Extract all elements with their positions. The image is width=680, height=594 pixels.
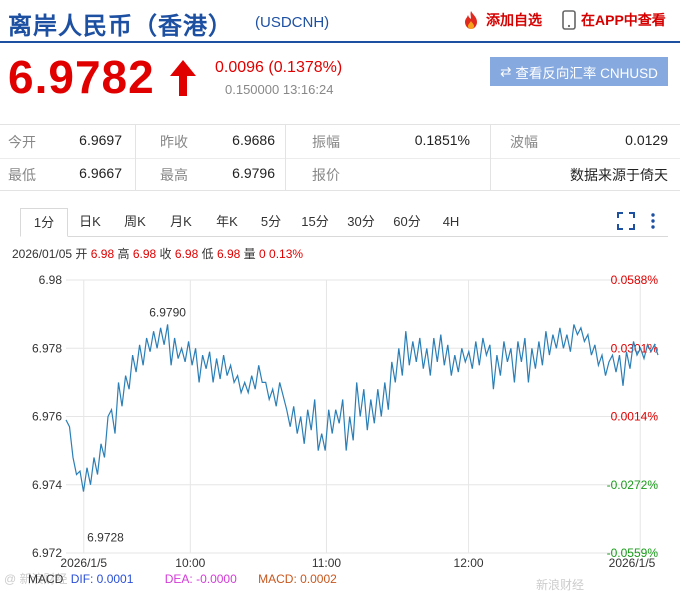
y-tick-label: 6.974 [32,478,62,492]
x-tick-label: 12:00 [454,556,484,570]
header-divider [0,41,680,43]
ohlc-volume: 0 [259,247,266,261]
flame-icon [465,11,477,29]
tab-30min[interactable]: 30分 [347,214,375,229]
ohlc-low-label: 低 [201,247,214,261]
add-favorite-label: 添加自选 [486,12,542,28]
stat-open-label: 今开 [8,134,36,150]
ohlc-high: 6.98 [132,247,157,261]
x-tick-label: 10:00 [175,556,205,570]
stat-quote-label: 报价 [312,167,340,183]
y-tick-label-right: -0.0272% [607,478,659,492]
stat-amplitude-value: 0.1851% [414,132,470,148]
stat-high-value: 6.9796 [232,165,275,181]
stats-column-divider [135,125,136,190]
stats-column-divider [285,125,286,190]
reverse-rate-button[interactable]: ⇄ 查看反向汇率 CNHUSD [490,57,668,86]
ohlc-info: 2026/01/05 开 6.98 高 6.98 收 6.98 低 6.98 量… [12,245,303,262]
chart-grid [66,279,658,554]
y-tick-label: 6.978 [32,341,62,355]
open-in-app-button[interactable]: 在APP中查看 [562,10,666,30]
data-source-text: 数据来源于倚天 [570,167,668,183]
stat-spread-label: 波幅 [510,134,538,150]
macd-dif: DIF: 0.0001 [70,572,134,586]
stat-prev-close-value: 6.9686 [232,132,275,148]
macd-dea: DEA: -0.0000 [164,572,237,586]
x-tick-label: 2026/1/5 [609,556,656,570]
tab-daily[interactable]: 日K [79,214,101,229]
stat-open-value: 6.9697 [79,132,122,148]
ohlc-high-label: 高 [117,247,130,261]
stats-divider-bottom [0,190,680,191]
up-arrow-icon [170,60,196,96]
stat-prev-close-label: 昨收 [160,134,188,150]
low-annotation: 6.9728 [87,531,124,545]
stat-low-label: 最低 [8,167,36,183]
swap-icon: ⇄ [500,63,512,79]
period-tab-bar [20,208,668,237]
bid-and-time: 0.150000 13:16:24 [225,82,334,97]
ohlc-open: 6.98 [90,247,115,261]
stat-amplitude-label: 振幅 [312,134,340,150]
tab-15min[interactable]: 15分 [301,214,329,229]
current-price: 6.9782 [8,51,155,103]
reverse-rate-label: 查看反向汇率 CNHUSD [515,65,658,81]
symbol-code: (USDCNH) [255,14,330,31]
tab-weekly[interactable]: 周K [124,214,146,229]
y-tick-label: 6.972 [32,546,62,560]
stats-column-divider [490,125,491,190]
tab-5min[interactable]: 5分 [260,214,282,229]
more-options-icon[interactable] [648,212,658,230]
watermark-right: 新浪财经 [536,578,585,592]
macd-row: MACD DIF: 0.0001 DEA: -0.0000 MACD: 0.00… [28,572,337,586]
ohlc-low: 6.98 [216,247,241,261]
y-tick-label-right: 0.0301% [611,341,659,355]
y-tick-label-right: -0.0559% [607,546,659,560]
open-in-app-label: 在APP中查看 [581,12,666,28]
macd-value: MACD: 0.0002 [258,572,337,586]
watermark-left: @ 新浪财经 [4,572,68,586]
price-series-line [65,324,659,492]
ohlc-volume-label: 量 [243,247,256,261]
x-tick-label: 2026/1/5 [60,556,107,570]
tab-monthly[interactable]: 月K [170,214,192,229]
ohlc-date: 2026/01/05 [12,247,73,261]
price-change: 0.0096 (0.1378%) [215,59,343,76]
ohlc-close-label: 收 [159,247,172,261]
phone-icon [562,10,576,30]
stats-divider-top [0,124,680,125]
ohlc-close: 6.98 [174,247,199,261]
y-tick-label-right: 0.0014% [611,410,659,424]
x-axis: 2026/1/5 10:00 11:00 12:00 2026/1/5 [60,556,655,570]
tab-1min[interactable]: 1分 [20,208,68,237]
macd-label: MACD [28,572,64,586]
high-annotation: 6.9790 [149,305,186,319]
stat-low-value: 6.9667 [79,165,122,181]
y-axis-right: 0.0588% 0.0301% 0.0014% -0.0272% -0.0559% [607,273,659,560]
stat-spread-value: 0.0129 [625,132,668,148]
y-tick-label: 6.98 [39,273,63,287]
tab-4h[interactable]: 4H [442,214,460,229]
y-tick-label: 6.976 [32,410,62,424]
stats-divider-middle [0,158,680,159]
add-favorite-button[interactable]: 添加自选 [462,10,542,30]
tab-yearly[interactable]: 年K [216,214,238,229]
y-tick-label-right: 0.0588% [611,273,659,287]
ohlc-open-label: 开 [75,247,88,261]
x-tick-label: 11:00 [312,556,341,570]
y-axis-left: 6.98 6.978 6.976 6.974 6.972 [32,273,62,560]
fullscreen-icon[interactable] [617,212,635,230]
tab-60min[interactable]: 60分 [393,214,421,229]
stat-high-label: 最高 [160,167,188,183]
page-title: 离岸人民币（香港） [8,13,233,40]
ohlc-percent: 0.13% [269,247,304,261]
